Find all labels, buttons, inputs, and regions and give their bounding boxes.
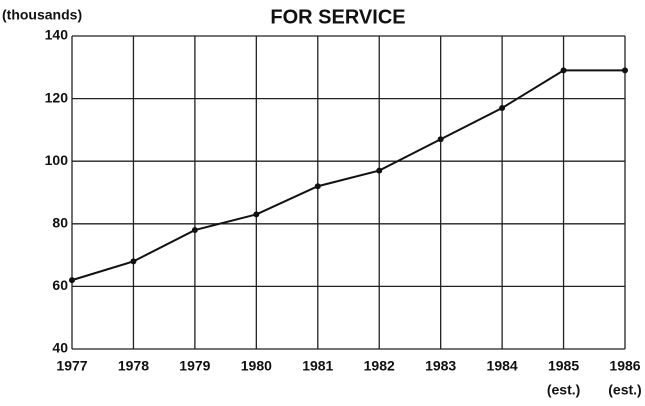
x-tick-label: 1983 xyxy=(425,358,456,374)
point xyxy=(69,277,75,284)
y-tick-label: 60 xyxy=(52,277,68,293)
point xyxy=(130,258,137,265)
x-tick-label: 1980 xyxy=(241,358,272,374)
y-tick-label: 120 xyxy=(45,89,69,105)
x-tick-label: 1984 xyxy=(487,358,518,374)
x-tick-label: 1981 xyxy=(302,358,333,374)
x-tick-label: 1978 xyxy=(118,358,149,374)
point xyxy=(314,183,321,190)
y-tick-label: 40 xyxy=(52,340,68,356)
point xyxy=(622,67,628,74)
annotation: (est.) xyxy=(608,382,641,398)
annotation: (est.) xyxy=(547,382,580,398)
point xyxy=(437,136,444,143)
chart-title: FOR SERVICE xyxy=(270,6,405,28)
y-tick-label: 80 xyxy=(52,215,68,231)
x-tick-label: 1985 xyxy=(548,358,579,374)
x-tick-label: 1979 xyxy=(179,358,210,374)
point xyxy=(191,227,198,234)
point xyxy=(499,104,506,111)
point xyxy=(560,67,567,74)
y-tick-label: 100 xyxy=(45,152,69,168)
y-axis-label: (thousands) xyxy=(2,7,82,23)
y-tick-label: 140 xyxy=(45,27,69,43)
point xyxy=(253,211,260,218)
point xyxy=(376,167,383,174)
x-tick-label: 1982 xyxy=(364,358,395,374)
x-tick-label: 1986 xyxy=(609,358,640,374)
series-line xyxy=(71,69,625,282)
x-tick-label: 1977 xyxy=(56,358,87,374)
